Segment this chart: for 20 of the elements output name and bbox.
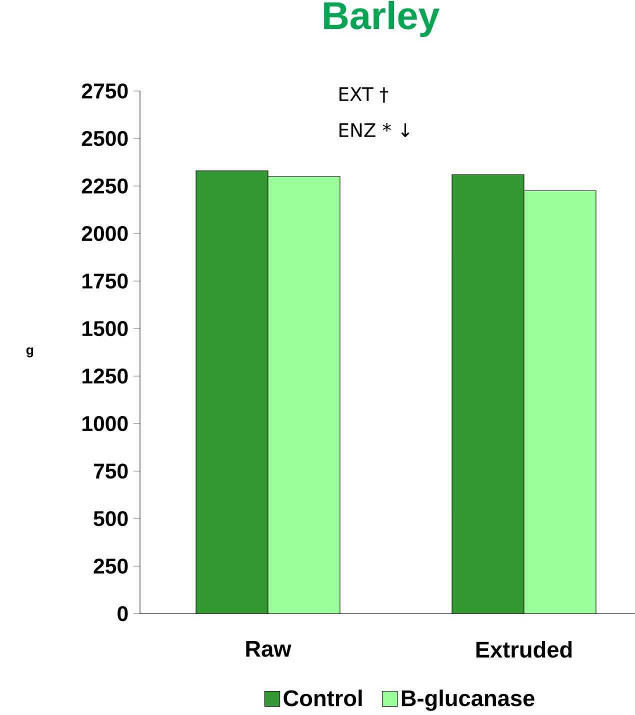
y-tick-label: 2000 bbox=[82, 226, 128, 242]
y-tick-label: 250 bbox=[94, 558, 128, 574]
y-tick-label: 1750 bbox=[82, 274, 128, 289]
y-tick-label: 2500 bbox=[82, 130, 128, 146]
annotation: EXT † bbox=[340, 87, 388, 103]
y-tick-label: 750 bbox=[94, 464, 128, 479]
annotation: ENZ * ↓ bbox=[340, 123, 410, 137]
y-tick-label: 500 bbox=[94, 511, 128, 526]
x-tick-label: Extruded bbox=[476, 641, 572, 658]
y-axis-title: g bbox=[26, 347, 34, 358]
chart-title: Barley bbox=[324, 0, 440, 38]
y-tick-label: 0 bbox=[118, 606, 128, 622]
y-tick-label: 2750 bbox=[82, 83, 128, 99]
legend-label: Control bbox=[284, 690, 362, 706]
y-tick-label: 1250 bbox=[82, 368, 128, 384]
y-tick-label: 1000 bbox=[82, 416, 128, 432]
legend-label: B-glucanase bbox=[402, 690, 534, 711]
x-tick-label: Raw bbox=[246, 641, 292, 657]
y-tick-label: 1500 bbox=[82, 321, 128, 336]
y-tick-label: 2250 bbox=[82, 178, 128, 194]
